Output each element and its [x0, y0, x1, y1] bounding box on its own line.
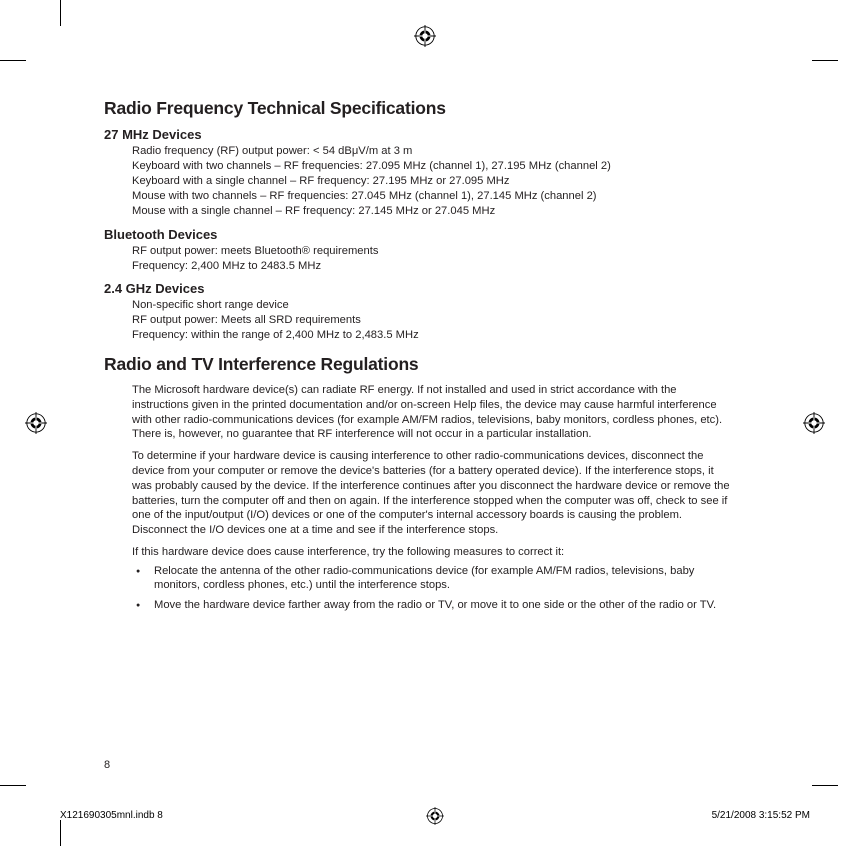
spec-line: Mouse with two channels – RF frequencies… — [132, 189, 732, 204]
spec-line: Frequency: within the range of 2,400 MHz… — [132, 328, 732, 343]
crop-mark — [812, 785, 838, 786]
page-number: 8 — [104, 759, 110, 771]
specs-27mhz: Radio frequency (RF) output power: < 54 … — [132, 144, 732, 220]
spec-line: Frequency: 2,400 MHz to 2483.5 MHz — [132, 259, 732, 274]
list-item: Relocate the antenna of the other radio-… — [132, 564, 732, 594]
spec-line: RF output power: meets Bluetooth® requir… — [132, 244, 732, 259]
bullet-list: Relocate the antenna of the other radio-… — [132, 564, 732, 613]
heading-bluetooth: Bluetooth Devices — [104, 227, 732, 242]
footer-filename: X121690305mnl.indb 8 — [60, 810, 163, 821]
paragraph: If this hardware device does cause inter… — [132, 545, 732, 560]
crop-mark — [0, 785, 26, 786]
specs-24ghz: Non-specific short range device RF outpu… — [132, 298, 732, 343]
page-content: Radio Frequency Technical Specifications… — [104, 98, 732, 618]
crop-mark — [812, 60, 838, 61]
footer-timestamp: 5/21/2008 3:15:52 PM — [712, 810, 810, 821]
registration-mark-icon — [25, 412, 47, 434]
list-item: Move the hardware device farther away fr… — [132, 598, 732, 613]
heading-rf-specs: Radio Frequency Technical Specifications — [104, 98, 732, 119]
spec-line: Non-specific short range device — [132, 298, 732, 313]
crop-mark — [60, 0, 61, 26]
spec-line: Mouse with a single channel – RF frequen… — [132, 204, 732, 219]
spec-line: Keyboard with two channels – RF frequenc… — [132, 159, 732, 174]
print-footer: X121690305mnl.indb 8 5/21/2008 3:15:52 P… — [60, 810, 810, 821]
paragraph: To determine if your hardware device is … — [132, 449, 732, 538]
specs-bluetooth: RF output power: meets Bluetooth® requir… — [132, 244, 732, 274]
spec-line: RF output power: Meets all SRD requireme… — [132, 313, 732, 328]
heading-24ghz: 2.4 GHz Devices — [104, 281, 732, 296]
registration-mark-icon — [426, 807, 444, 825]
crop-mark — [0, 60, 26, 61]
registration-mark-icon — [803, 412, 825, 434]
spec-line: Keyboard with a single channel – RF freq… — [132, 174, 732, 189]
heading-27mhz: 27 MHz Devices — [104, 127, 732, 142]
heading-interference: Radio and TV Interference Regulations — [104, 354, 732, 375]
crop-mark — [60, 820, 61, 846]
paragraph: The Microsoft hardware device(s) can rad… — [132, 383, 732, 442]
registration-mark-icon — [414, 25, 436, 47]
spec-line: Radio frequency (RF) output power: < 54 … — [132, 144, 732, 159]
